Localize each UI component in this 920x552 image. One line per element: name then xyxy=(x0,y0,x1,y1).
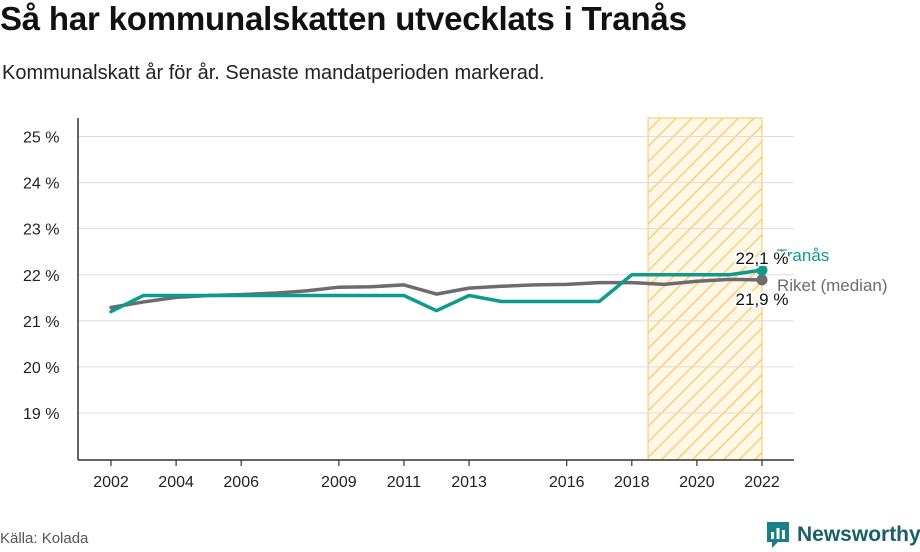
y-tick-label: 22 % xyxy=(23,268,59,285)
x-tick-label: 2016 xyxy=(549,474,585,491)
y-tick-label: 21 % xyxy=(23,314,59,331)
x-tick-label: 2006 xyxy=(223,474,259,491)
highlight-period xyxy=(647,117,763,461)
x-tick-label: 2013 xyxy=(451,474,487,491)
newsworthy-logo-icon xyxy=(767,522,789,548)
x-tick-label: 2002 xyxy=(93,474,129,491)
source-note: Källa: Kolada xyxy=(0,530,89,547)
x-tick-label: 2011 xyxy=(387,474,422,491)
chart-subtitle: Kommunalskatt år för år. Senaste mandatp… xyxy=(2,62,545,84)
x-tick-label: 2018 xyxy=(614,474,650,491)
brand-logo[interactable]: Newsworthy xyxy=(765,520,920,550)
y-tick-label: 19 % xyxy=(23,406,59,423)
chart-title: Så har kommunalskatten utvecklats i Tran… xyxy=(0,0,687,37)
y-tick-label: 24 % xyxy=(23,176,59,193)
series-value-label: 22,1 % xyxy=(736,249,789,268)
x-tick-label: 2022 xyxy=(744,474,780,491)
series-name-label: Tranås xyxy=(777,246,829,265)
series-end-marker-0 xyxy=(756,274,768,286)
y-tick-label: 23 % xyxy=(23,222,59,239)
brand-name: Newsworthy xyxy=(797,523,920,546)
x-tick-label: 2009 xyxy=(321,474,357,491)
x-tick-label: 2020 xyxy=(679,474,715,491)
y-tick-label: 25 % xyxy=(23,130,59,147)
x-tick-label: 2004 xyxy=(158,474,194,491)
series-line-1 xyxy=(109,268,764,314)
series-end-marker-1 xyxy=(756,264,768,276)
y-tick-label: 20 % xyxy=(23,360,59,377)
series-name-label: Riket (median) xyxy=(777,276,888,295)
series-value-label: 21,9 % xyxy=(736,290,789,309)
